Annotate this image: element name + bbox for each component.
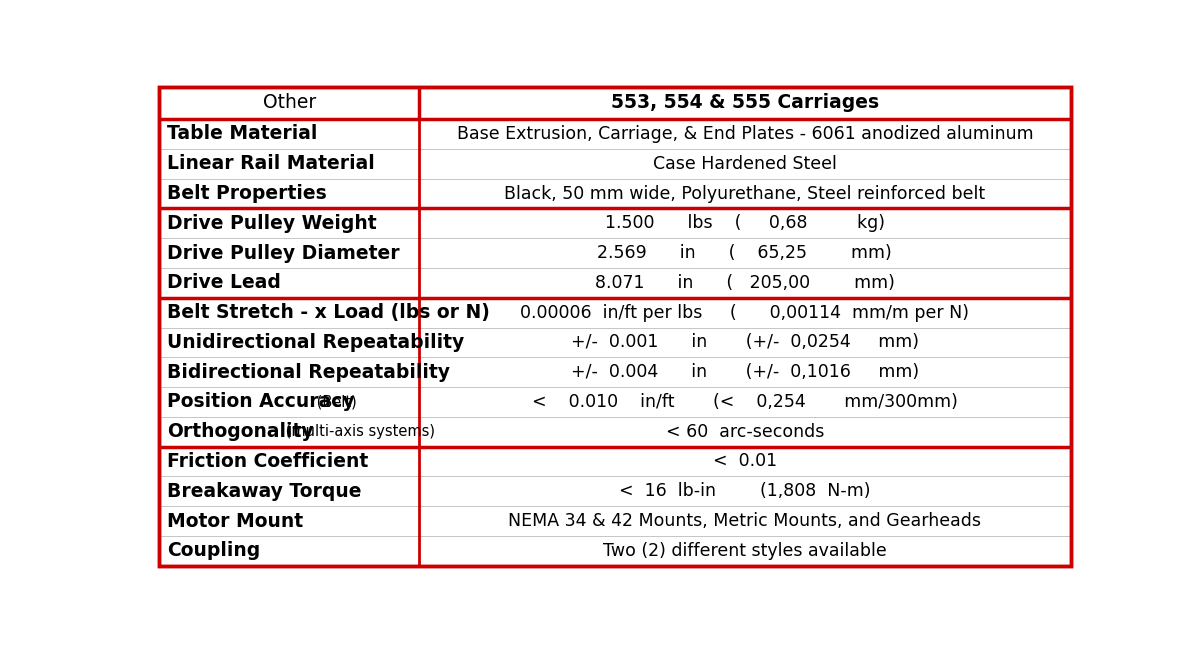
Text: Unidirectional Repeatability: Unidirectional Repeatability [167, 333, 464, 352]
Text: Belt Stretch - x Load (lbs or N): Belt Stretch - x Load (lbs or N) [167, 303, 490, 322]
Text: <  16  lb-in        (1,808  N-m): < 16 lb-in (1,808 N-m) [619, 483, 871, 500]
Text: Belt Properties: Belt Properties [167, 184, 326, 203]
Text: Table Material: Table Material [167, 125, 318, 143]
Text: (multi-axis systems): (multi-axis systems) [281, 424, 434, 439]
Text: 0.00006  in/ft per lbs     (      0,00114  mm/m per N): 0.00006 in/ft per lbs ( 0,00114 mm/m per… [521, 304, 970, 322]
Text: < 60  arc-seconds: < 60 arc-seconds [666, 422, 824, 441]
Text: Linear Rail Material: Linear Rail Material [167, 154, 374, 173]
Text: Bidirectional Repeatability: Bidirectional Repeatability [167, 362, 450, 382]
Text: Friction Coefficient: Friction Coefficient [167, 452, 368, 471]
Text: Drive Pulley Weight: Drive Pulley Weight [167, 214, 377, 233]
Text: 8.071      in      (   205,00        mm): 8.071 in ( 205,00 mm) [595, 274, 895, 292]
Text: Drive Lead: Drive Lead [167, 273, 281, 293]
Text: NEMA 34 & 42 Mounts, Metric Mounts, and Gearheads: NEMA 34 & 42 Mounts, Metric Mounts, and … [509, 512, 982, 530]
Text: <  0.01: < 0.01 [713, 452, 776, 470]
Text: +/-  0.001      in       (+/-  0,0254     mm): +/- 0.001 in (+/- 0,0254 mm) [571, 333, 919, 351]
Text: Position Accuracy: Position Accuracy [167, 393, 355, 412]
Text: Case Hardened Steel: Case Hardened Steel [653, 155, 836, 172]
Text: Drive Pulley Diameter: Drive Pulley Diameter [167, 244, 400, 262]
Text: (Belt): (Belt) [312, 395, 358, 410]
Text: <    0.010    in/ft       (<    0,254       mm/300mm): < 0.010 in/ft (< 0,254 mm/300mm) [532, 393, 958, 411]
Text: Other: Other [263, 94, 316, 112]
Text: Motor Mount: Motor Mount [167, 512, 304, 530]
Text: 553, 554 & 555 Carriages: 553, 554 & 555 Carriages [611, 94, 878, 112]
Text: Coupling: Coupling [167, 541, 260, 560]
Text: Breakaway Torque: Breakaway Torque [167, 482, 361, 501]
Text: Two (2) different styles available: Two (2) different styles available [602, 542, 887, 560]
Text: 1.500      lbs    (     0,68         kg): 1.500 lbs ( 0,68 kg) [605, 214, 884, 233]
Text: Base Extrusion, Carriage, & End Plates - 6061 anodized aluminum: Base Extrusion, Carriage, & End Plates -… [456, 125, 1033, 143]
Text: Black, 50 mm wide, Polyurethane, Steel reinforced belt: Black, 50 mm wide, Polyurethane, Steel r… [504, 185, 985, 203]
Text: 2.569      in      (    65,25        mm): 2.569 in ( 65,25 mm) [598, 244, 893, 262]
Text: +/-  0.004      in       (+/-  0,1016     mm): +/- 0.004 in (+/- 0,1016 mm) [571, 363, 919, 381]
Text: Orthogonality: Orthogonality [167, 422, 313, 441]
